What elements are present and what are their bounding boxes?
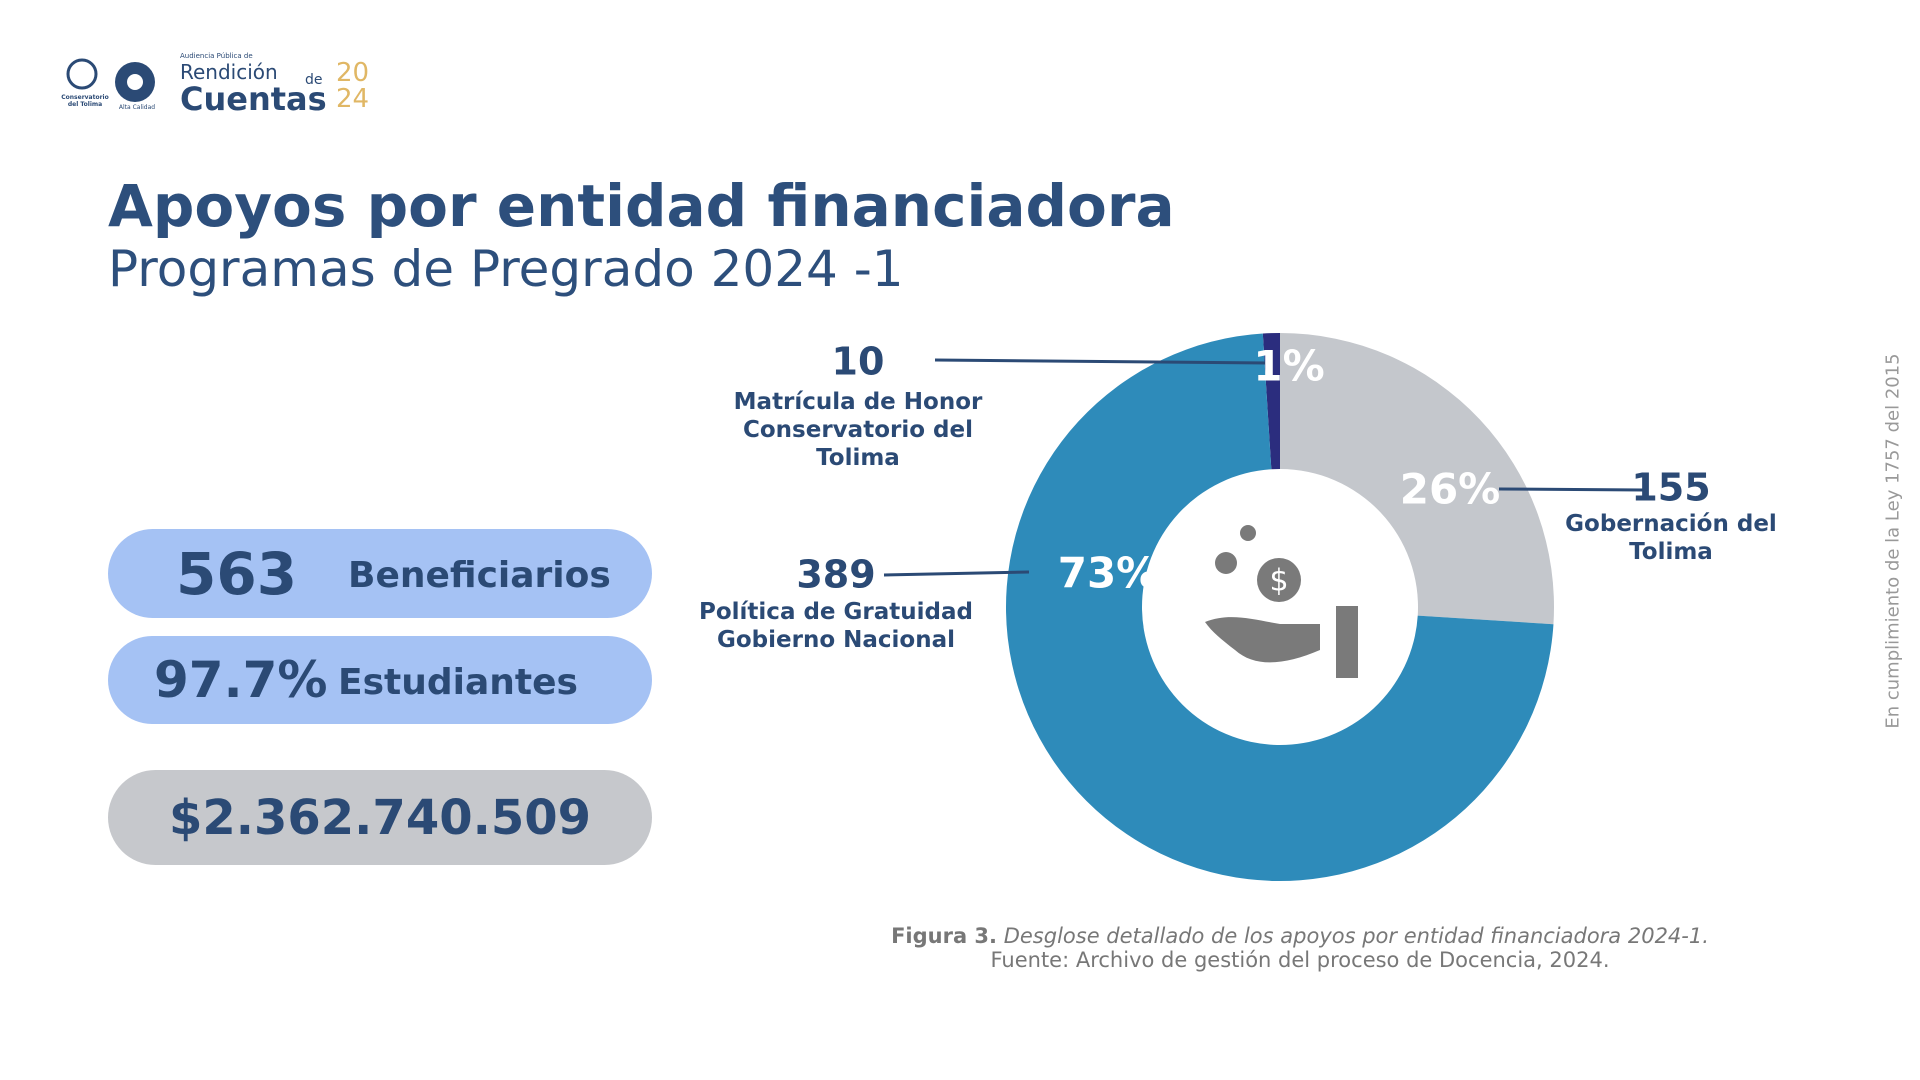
percent-label: 1%	[1253, 342, 1324, 391]
stat-label: Beneficiarios	[348, 555, 611, 596]
coin	[1240, 525, 1256, 541]
coin	[1257, 558, 1301, 602]
logo-icons	[66, 58, 155, 102]
category-label: Política de Gratuidad Gobierno Nacional	[699, 599, 973, 653]
side-note: En cumplimiento de la Ley 1757 del 2015	[1882, 353, 1904, 729]
leader-line	[934, 358, 1269, 365]
donut-slice	[1280, 333, 1554, 625]
count-label: 10	[832, 340, 885, 384]
stat-pill: 563 Beneficiarios	[108, 529, 652, 618]
logo-text: Alta Calidad	[118, 104, 156, 111]
cuff	[1336, 606, 1358, 678]
caption-text: Desglose detallado de los apoyos por ent…	[1003, 924, 1709, 948]
coin	[1215, 552, 1237, 574]
leader-line	[1498, 487, 1644, 492]
amount: $2.362.740.509	[168, 789, 592, 846]
logo-kicker: Audiencia Pública de	[180, 52, 253, 60]
logo-line: de	[305, 72, 323, 88]
count-label: 155	[1631, 466, 1710, 510]
stat-pill: 97.7% Estudiantes	[108, 636, 652, 724]
category-label: Gobernación del Tolima	[1565, 511, 1777, 565]
caption: Figura 3. Desglose detallado de los apoy…	[800, 924, 1800, 972]
stat-label: Estudiantes	[338, 662, 578, 703]
count-label: 389	[796, 553, 875, 597]
coin-symbol: $	[1269, 564, 1288, 599]
caption-source: Fuente: Archivo de gestión del proceso d…	[990, 948, 1610, 972]
stat-value: 97.7%	[154, 651, 328, 709]
title: Apoyos por entidad financiadora	[108, 172, 1175, 240]
category-label: Matrícula de Honor Conservatorio del Tol…	[733, 389, 983, 471]
donut-slice	[1006, 333, 1554, 882]
amount-pill: $2.362.740.509	[108, 770, 652, 865]
percent-label: 73%	[1058, 549, 1159, 598]
logo-line: Rendición	[180, 60, 278, 84]
caption-lead: Figura 3.	[891, 924, 998, 948]
subtitle: Programas de Pregrado 2024 -1	[108, 240, 904, 298]
leader-line	[883, 570, 1030, 577]
stat-value: 563	[176, 539, 298, 608]
logo-block: Conservatorio del Tolima Alta Calidad Au…	[60, 52, 390, 122]
logo-text: Conservatorio del Tolima	[61, 94, 109, 108]
center-icon: $	[1205, 525, 1358, 678]
logo-year: 20	[336, 58, 370, 88]
logo-line: Cuentas	[180, 80, 327, 118]
donut-slice	[1262, 333, 1280, 470]
hand	[1205, 617, 1320, 663]
percent-label: 26%	[1400, 465, 1501, 514]
logo-year: 24	[336, 84, 370, 114]
